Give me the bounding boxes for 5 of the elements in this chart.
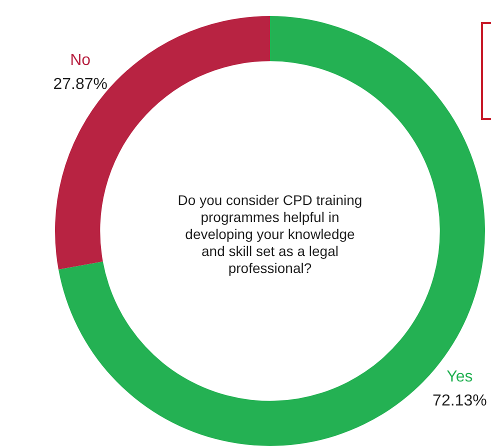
data-label: 27.87% — [53, 76, 108, 94]
data-label: 72.13% — [432, 392, 487, 410]
text: Do you consider CPD training programmes helpful in developing your knowledge and skill set as a legal professional? — [176, 192, 364, 277]
slice-label: No — [70, 52, 91, 70]
slice-label: Yes — [446, 368, 473, 386]
